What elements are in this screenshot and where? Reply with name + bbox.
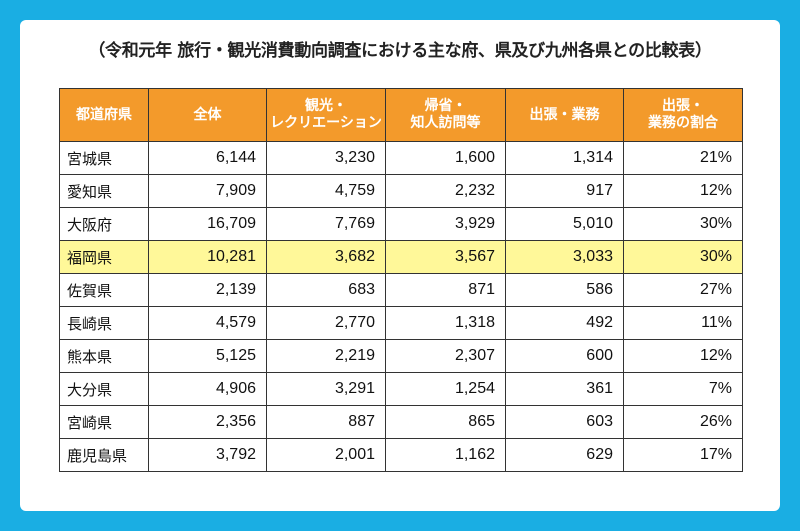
business-cell: 600 — [505, 339, 624, 373]
business-cell: 3,033 — [505, 240, 624, 274]
prefecture-cell: 佐賀県 — [59, 273, 149, 307]
tourism-cell: 683 — [266, 273, 386, 307]
total-cell: 10,281 — [148, 240, 267, 274]
total-cell: 4,579 — [148, 306, 267, 340]
prefecture-cell: 長崎県 — [59, 306, 149, 340]
table-row: 熊本県 5,125 2,219 2,307 600 12% — [59, 339, 743, 373]
visit-cell: 1,600 — [385, 141, 506, 175]
table-row: 大分県 4,906 3,291 1,254 361 7% — [59, 372, 743, 406]
comparison-table: 都道府県 全体 観光・ レクリエーション 帰省・ 知人訪問等 出張・業務 出張・ 業務の割合 宮… — [59, 88, 743, 472]
ratio-cell: 12% — [623, 174, 743, 208]
total-cell: 5,125 — [148, 339, 267, 373]
prefecture-cell: 福岡県 — [59, 240, 149, 274]
tourism-cell: 887 — [266, 405, 386, 439]
table-row: 長崎県 4,579 2,770 1,318 492 11% — [59, 306, 743, 340]
table-body: 宮城県 6,144 3,230 1,600 1,314 21% 愛知県 7,909 4,759 2… — [59, 141, 743, 472]
visit-cell: 865 — [385, 405, 506, 439]
prefecture-cell: 大阪府 — [59, 207, 149, 241]
prefecture-cell: 愛知県 — [59, 174, 149, 208]
header-label: 帰省・ — [424, 98, 467, 114]
tourism-cell: 3,682 — [266, 240, 386, 274]
header-label: 出張・ — [662, 98, 704, 114]
tourism-cell: 4,759 — [266, 174, 386, 208]
prefecture-cell: 熊本県 — [59, 339, 149, 373]
visit-cell: 3,929 — [385, 207, 506, 241]
ratio-cell: 30% — [623, 207, 743, 241]
total-cell: 6,144 — [148, 141, 267, 175]
page-title: （令和元年 旅行・観光消費動向調査における主な府、県及び九州各県との比較表） — [88, 41, 712, 61]
visit-cell: 871 — [385, 273, 506, 307]
header-visit: 帰省・ 知人訪問等 — [385, 88, 506, 142]
table-row: 愛知県 7,909 4,759 2,232 917 12% — [59, 174, 743, 208]
ratio-cell: 11% — [623, 306, 743, 340]
table-header-row: 都道府県 全体 観光・ レクリエーション 帰省・ 知人訪問等 出張・業務 出張・ 業務の割合 — [59, 88, 743, 142]
ratio-cell: 26% — [623, 405, 743, 439]
total-cell: 3,792 — [148, 438, 267, 472]
tourism-cell: 2,770 — [266, 306, 386, 340]
header-tourism: 観光・ レクリエーション — [266, 88, 386, 142]
business-cell: 586 — [505, 273, 624, 307]
header-prefecture: 都道府県 — [59, 88, 149, 142]
ratio-cell: 30% — [623, 240, 743, 274]
tourism-cell: 7,769 — [266, 207, 386, 241]
business-cell: 361 — [505, 372, 624, 406]
header-label: 出張・業務 — [529, 106, 600, 123]
prefecture-cell: 鹿児島県 — [59, 438, 149, 472]
prefecture-cell: 宮城県 — [59, 141, 149, 175]
header-label: 知人訪問等 — [410, 115, 481, 131]
header-label: 都道府県 — [76, 106, 132, 123]
visit-cell: 2,232 — [385, 174, 506, 208]
business-cell: 5,010 — [505, 207, 624, 241]
tourism-cell: 3,291 — [266, 372, 386, 406]
prefecture-cell: 宮崎県 — [59, 405, 149, 439]
prefecture-cell: 大分県 — [59, 372, 149, 406]
business-cell: 603 — [505, 405, 624, 439]
ratio-cell: 12% — [623, 339, 743, 373]
visit-cell: 3,567 — [385, 240, 506, 274]
table-row: 宮城県 6,144 3,230 1,600 1,314 21% — [59, 141, 743, 175]
tourism-cell: 2,001 — [266, 438, 386, 472]
business-cell: 492 — [505, 306, 624, 340]
tourism-cell: 3,230 — [266, 141, 386, 175]
table-row: 福岡県 10,281 3,682 3,567 3,033 30% — [59, 240, 743, 274]
total-cell: 7,909 — [148, 174, 267, 208]
visit-cell: 1,254 — [385, 372, 506, 406]
header-label: レクリエーション — [270, 115, 382, 131]
ratio-cell: 27% — [623, 273, 743, 307]
table-row: 大阪府 16,709 7,769 3,929 5,010 30% — [59, 207, 743, 241]
header-business: 出張・業務 — [505, 88, 624, 142]
visit-cell: 1,162 — [385, 438, 506, 472]
business-cell: 917 — [505, 174, 624, 208]
ratio-cell: 7% — [623, 372, 743, 406]
table-row: 佐賀県 2,139 683 871 586 27% — [59, 273, 743, 307]
visit-cell: 1,318 — [385, 306, 506, 340]
total-cell: 16,709 — [148, 207, 267, 241]
business-cell: 1,314 — [505, 141, 624, 175]
ratio-cell: 21% — [623, 141, 743, 175]
total-cell: 4,906 — [148, 372, 267, 406]
header-label: 全体 — [193, 106, 222, 123]
header-business-ratio: 出張・ 業務の割合 — [623, 88, 743, 142]
tourism-cell: 2,219 — [266, 339, 386, 373]
table-row: 鹿児島県 3,792 2,001 1,162 629 17% — [59, 438, 743, 472]
header-label: 観光・ — [305, 98, 347, 114]
table-row: 宮崎県 2,356 887 865 603 26% — [59, 405, 743, 439]
header-total: 全体 — [148, 88, 267, 142]
total-cell: 2,139 — [148, 273, 267, 307]
visit-cell: 2,307 — [385, 339, 506, 373]
business-cell: 629 — [505, 438, 624, 472]
ratio-cell: 17% — [623, 438, 743, 472]
header-label: 業務の割合 — [648, 115, 718, 131]
total-cell: 2,356 — [148, 405, 267, 439]
